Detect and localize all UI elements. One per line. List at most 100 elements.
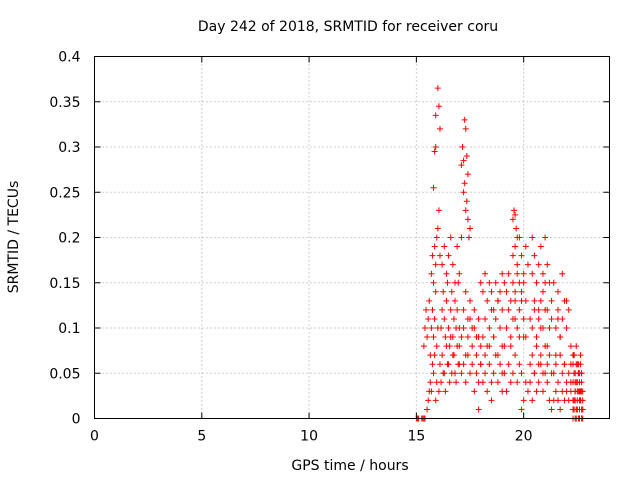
data-point [537,243,544,250]
data-point [514,261,521,268]
data-point [548,315,555,322]
data-point [428,325,435,331]
data-point [431,148,438,155]
data-point [575,361,582,368]
data-point [555,397,561,404]
data-point [461,116,468,123]
data-point [567,361,574,368]
data-point [572,379,579,386]
data-point [436,361,443,368]
data-point [499,270,506,277]
data-point [467,315,474,322]
data-point [477,279,484,286]
data-point [535,306,542,313]
data-point [458,334,465,341]
data-points [413,85,586,422]
data-point [542,370,549,377]
data-point [512,243,519,250]
data-point [428,270,435,277]
data-point [520,397,527,404]
data-point [516,334,523,341]
data-point [529,234,536,241]
data-point [463,198,470,205]
data-point [458,162,465,169]
data-point [576,397,583,404]
data-point [432,397,439,404]
data-point [535,261,542,268]
data-point [570,397,577,404]
data-point [428,388,435,395]
x-axis-label: GPS time / hours [291,458,408,474]
data-point [486,279,493,286]
x-tick-label: 15 [407,429,425,445]
data-point [497,361,504,368]
data-point [537,325,544,331]
data-point [512,352,519,359]
data-point [432,112,439,119]
grid-lines [94,56,610,419]
data-point [425,397,432,404]
data-point [509,279,516,286]
data-point [533,334,540,341]
data-point [548,406,555,413]
data-point [505,361,512,368]
data-point [552,352,559,359]
data-point [464,216,471,223]
data-point [507,297,514,304]
data-point [463,153,470,160]
data-point [565,370,572,377]
data-point [432,261,439,268]
data-point [527,361,534,368]
data-point [439,261,446,268]
data-point [488,379,495,386]
data-point [429,361,436,368]
data-point [518,406,525,413]
data-point [531,252,538,259]
chart-title: Day 242 of 2018, SRMTID for receiver cor… [198,19,498,35]
data-point [514,270,521,277]
data-point [464,171,471,178]
data-point [565,306,572,313]
data-point [520,279,527,286]
data-point [512,315,519,322]
data-point [424,334,431,341]
data-point [494,379,501,386]
data-point [436,125,443,132]
data-point [444,279,451,286]
data-point [435,388,442,395]
data-point [529,397,536,404]
data-point [439,306,446,313]
data-point [443,297,450,304]
data-point [539,388,546,395]
data-point [509,252,516,259]
data-point [555,306,561,313]
data-point [440,288,447,295]
y-axis-label: SRMTID / TECUs [6,181,22,294]
data-point [477,361,484,368]
data-point [439,352,446,359]
data-point [482,370,489,377]
data-point [462,352,469,359]
data-point [518,370,525,377]
data-point [533,388,540,395]
data-point [516,234,523,241]
data-point [461,180,468,187]
data-point [503,325,510,331]
data-point [475,406,482,413]
y-tick-label: 0.05 [49,366,80,382]
data-point [475,315,482,322]
data-point [544,306,551,313]
data-point [479,288,486,295]
data-point [535,315,542,322]
data-point [482,315,489,322]
data-point [469,343,476,350]
y-tick-label: 0.15 [49,276,80,292]
data-point [454,306,461,313]
data-point [527,315,534,322]
data-point [559,388,566,395]
data-point [441,243,448,250]
data-point [460,306,467,313]
data-point [548,297,555,304]
y-tick-label: 0.1 [58,321,80,337]
data-point [434,85,441,92]
